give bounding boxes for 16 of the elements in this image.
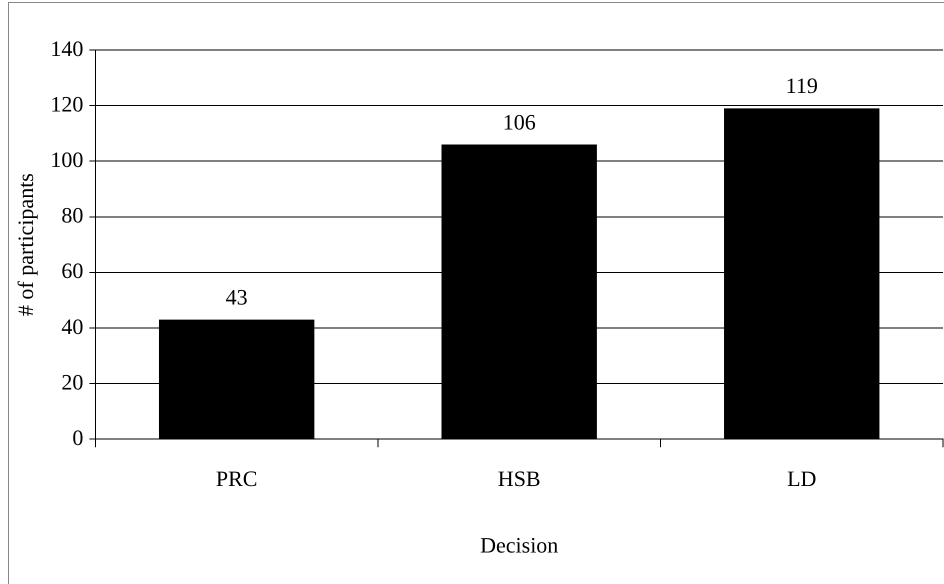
- y-tick-label: 80: [61, 202, 84, 228]
- x-axis-title: Decision: [480, 532, 558, 558]
- y-tick-label: 60: [61, 258, 84, 284]
- y-axis-title: # of participants: [12, 173, 38, 316]
- y-tick-label: 20: [61, 369, 84, 394]
- x-tick-label: LD: [787, 466, 816, 492]
- y-tick-label: 120: [50, 91, 84, 116]
- y-tick-label: 40: [61, 314, 84, 339]
- x-tick-label: PRC: [216, 466, 258, 492]
- y-tick-label: 0: [72, 424, 84, 450]
- y-tick-label: 100: [50, 146, 84, 172]
- data-label: 119: [786, 73, 818, 98]
- y-tick-label: 140: [50, 36, 84, 61]
- data-label: 43: [226, 284, 248, 310]
- data-label: 106: [502, 109, 536, 134]
- x-tick-label: HSB: [498, 466, 541, 492]
